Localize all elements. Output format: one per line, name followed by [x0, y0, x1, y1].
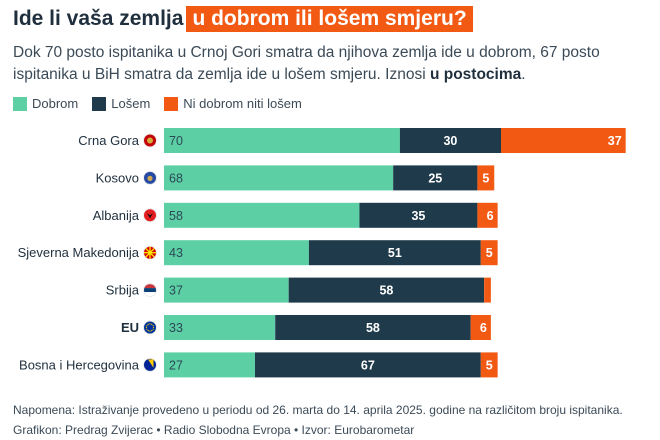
legend-label-dobrom: Dobrom	[32, 96, 79, 111]
legend-item-neutral: Ni dobrom niti lošem	[164, 96, 302, 111]
bar-1-3	[308, 240, 481, 266]
bar-1-4	[288, 277, 485, 303]
bar-label-2-5: 6	[480, 321, 487, 335]
bar-label-1-3: 51	[388, 246, 402, 260]
title-prefix: Ide li vaša zemlja	[13, 7, 184, 30]
category-label: Albanija	[93, 208, 140, 223]
legend-item-losem: Lošem	[92, 96, 150, 111]
legend-swatch-neutral	[164, 96, 179, 111]
footer-credit: Grafikon: Predrag Zvijerac • Radio Slobo…	[13, 423, 415, 437]
bar-label-1-5: 58	[366, 321, 380, 335]
bar-label-1-0: 30	[443, 134, 457, 148]
north-macedonia-flag-icon	[143, 245, 157, 260]
bar-label-1-6: 67	[361, 358, 375, 372]
bar-0-4	[164, 277, 289, 303]
bar-label-1-2: 35	[411, 209, 425, 223]
montenegro-flag-icon	[143, 133, 157, 148]
bar-2-4	[484, 277, 491, 303]
bosnia-flag-icon	[143, 358, 157, 372]
bar-label-1-4: 58	[379, 284, 393, 298]
bar-0-0	[164, 128, 400, 153]
stacked-bar-chart: Crna Gora 70 30 37 Kosovo 68 25 5 Albanija 58 35 6 S…	[18, 128, 626, 378]
bar-2-0	[501, 128, 626, 153]
bar-0-1	[164, 165, 394, 191]
bar-2-3	[480, 240, 498, 266]
albania-flag-icon	[143, 208, 157, 223]
bar-1-0	[399, 128, 501, 153]
bar-label-1-1: 25	[428, 171, 442, 185]
bar-label-2-3: 5	[486, 246, 493, 260]
bar-label-0-2: 58	[169, 209, 183, 223]
category-label: Crna Gora	[78, 133, 139, 148]
bar-label-0-1: 68	[169, 171, 183, 185]
bar-label-0-6: 27	[169, 358, 183, 372]
bar-label-2-2: 6	[487, 209, 494, 223]
footer-note: Napomena: Istraživanje provedeno u perio…	[13, 403, 623, 417]
bar-2-6	[480, 352, 498, 378]
title-highlight: u dobrom ili lošem smjeru?	[186, 6, 473, 32]
footer: Napomena: Istraživanje provedeno u perio…	[13, 400, 623, 440]
category-label: Kosovo	[96, 170, 139, 185]
category-label: Srbija	[106, 283, 140, 298]
bar-0-5	[164, 315, 276, 340]
subtitle-text: Dok 70 posto ispitanika u Crnoj Gori sma…	[13, 44, 600, 83]
bar-0-6	[164, 352, 255, 378]
bar-1-6	[254, 352, 481, 378]
bar-2-2	[477, 202, 498, 228]
bar-label-0-3: 43	[169, 246, 183, 260]
subtitle-bold: u postocima	[429, 66, 522, 83]
bar-label-0-5: 33	[169, 321, 183, 335]
kosovo-flag-icon	[143, 171, 157, 185]
legend-label-losem: Lošem	[111, 96, 151, 111]
serbia-flag-icon	[143, 283, 157, 297]
bar-0-2	[164, 202, 360, 228]
legend-label-neutral: Ni dobrom niti lošem	[183, 96, 302, 111]
subtitle-end: .	[521, 66, 526, 83]
legend-swatch-dobrom	[13, 96, 27, 111]
bar-label-2-0: 37	[608, 134, 622, 148]
chart-subtitle: Dok 70 posto ispitanika u Crnoj Gori sma…	[13, 42, 643, 86]
legend: Dobrom Lošem Ni dobrom niti lošem	[13, 96, 316, 111]
legend-item-dobrom: Dobrom	[13, 96, 78, 111]
bar-1-1	[393, 165, 478, 191]
category-label: EU	[121, 320, 139, 335]
bar-label-0-0: 70	[169, 134, 183, 148]
category-label: Bosna i Hercegovina	[19, 357, 140, 372]
bar-1-5	[275, 315, 471, 340]
chart-title: Ide li vaša zemlja u dobrom ili lošem smj…	[13, 5, 473, 33]
eu-flag-icon	[143, 320, 157, 335]
bar-label-2-6: 5	[486, 358, 493, 372]
category-label: Sjeverna Makedonija	[18, 245, 140, 260]
bar-2-5	[470, 315, 491, 340]
bar-2-1	[477, 165, 495, 191]
legend-swatch-losem	[92, 96, 107, 111]
bar-1-2	[359, 202, 478, 228]
bar-label-2-1: 5	[482, 171, 489, 185]
bar-label-0-4: 37	[169, 284, 183, 298]
bar-0-3	[164, 240, 309, 266]
